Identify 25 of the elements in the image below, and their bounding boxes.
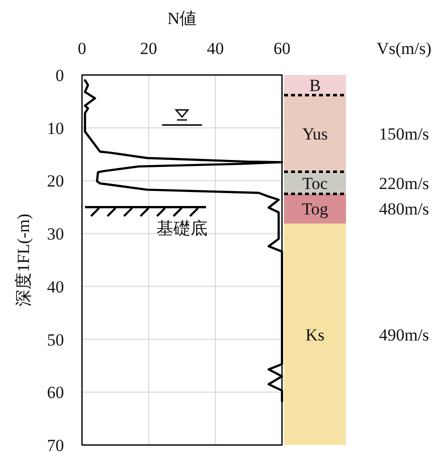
series-label: Ks [306,325,324,344]
annotation: 基礎底 [156,219,208,238]
x-tick-label: 40 [206,39,224,58]
text: 220m/s [378,174,430,193]
y-tick-label: 0 [56,66,64,85]
series-label: Tog [302,200,329,219]
y-tick-label: 50 [47,330,64,350]
text: 480m/s [378,200,430,219]
x-tick-label: 20 [140,39,158,58]
text: 490m/s [378,325,430,344]
x-tick-label: 0 [78,39,86,58]
y-axis-title: 深度1FL(-m) [14,214,33,306]
series-label: B [309,76,321,96]
x-tick-label: 60 [274,39,290,58]
text: Vs(m/s) [376,39,432,58]
y-tick-label: 20 [47,172,64,191]
y-tick-label: 40 [47,277,64,296]
text: 150m/s [378,124,430,144]
y-tick-label: 70 [47,436,64,452]
y-tick-label: 30 [47,224,64,244]
series-label: Toc [302,174,328,193]
series-label: Yus [302,124,328,144]
x-axis-title: N値 [167,9,197,28]
y-tick-label: 10 [47,118,64,138]
y-tick-label: 60 [47,383,64,402]
